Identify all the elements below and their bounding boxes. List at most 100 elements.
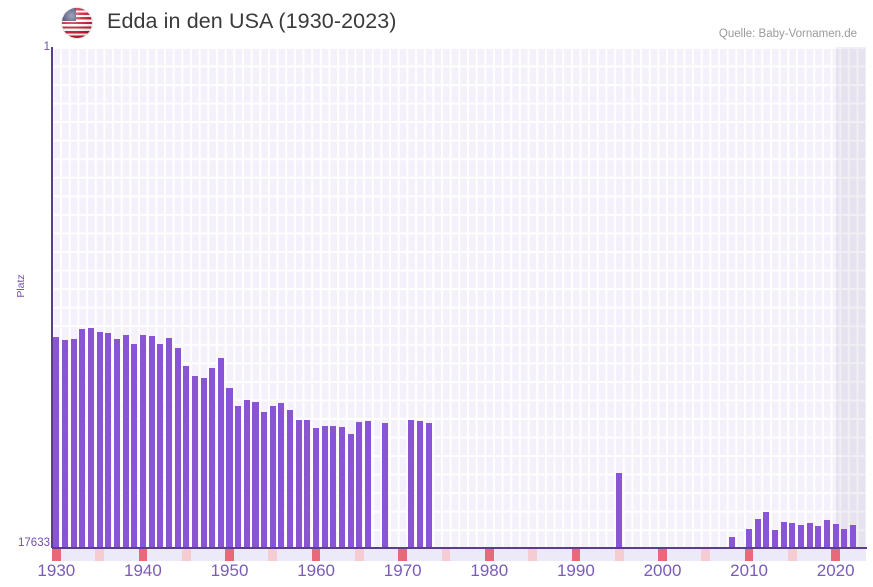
bar-1941[interactable] — [148, 336, 155, 548]
x-tick-1982 — [502, 549, 511, 561]
bar-1952[interactable] — [243, 400, 250, 548]
x-tick-1974 — [433, 549, 442, 561]
x-tick-2006 — [710, 549, 719, 561]
x-tick-1961 — [320, 549, 330, 561]
x-tick-1967 — [372, 549, 382, 561]
x-tick-1963 — [337, 549, 347, 561]
bar-1962[interactable] — [330, 425, 337, 548]
x-tick-1987 — [545, 549, 555, 561]
bar-1932[interactable] — [70, 338, 77, 548]
bar-2020[interactable] — [832, 524, 839, 548]
bar-1957[interactable] — [287, 410, 294, 548]
bar-1947[interactable] — [200, 377, 207, 548]
x-axis-label-1950: 1950 — [210, 561, 249, 580]
x-tick-2013 — [770, 549, 780, 561]
bar-1950[interactable] — [226, 388, 233, 548]
bar-1959[interactable] — [304, 419, 311, 548]
bar-1954[interactable] — [261, 412, 268, 548]
bar-2012[interactable] — [763, 512, 770, 548]
x-tick-1984 — [519, 549, 529, 561]
bar-1961[interactable] — [321, 425, 328, 548]
bar-1956[interactable] — [278, 403, 285, 548]
bar-1935[interactable] — [96, 332, 103, 548]
x-axis-label-1930: 1930 — [37, 561, 76, 580]
y-axis-title: Platz — [15, 274, 27, 298]
bar-1955[interactable] — [269, 405, 276, 548]
y-axis-line — [51, 47, 53, 548]
x-tick-2005 — [701, 549, 711, 561]
bar-1972[interactable] — [417, 420, 424, 548]
bar-2021[interactable] — [841, 528, 848, 548]
x-tick-1969 — [389, 549, 399, 561]
x-tick-2000 — [658, 549, 667, 561]
x-tick-1950 — [225, 549, 234, 561]
x-tick-1997 — [632, 549, 641, 561]
bar-1951[interactable] — [235, 405, 242, 548]
bar-2015[interactable] — [789, 523, 796, 548]
x-tick-1941 — [147, 549, 156, 561]
bar-1936[interactable] — [105, 333, 112, 548]
bar-1949[interactable] — [217, 358, 224, 548]
x-tick-1959 — [303, 549, 312, 561]
bar-1943[interactable] — [165, 337, 172, 548]
bar-1958[interactable] — [295, 420, 302, 548]
bar-1939[interactable] — [131, 343, 138, 548]
bar-2011[interactable] — [754, 518, 761, 548]
x-tick-2014 — [779, 549, 789, 561]
bar-1931[interactable] — [61, 340, 68, 548]
bar-1964[interactable] — [347, 433, 354, 548]
flag-gloss — [62, 8, 92, 38]
bar-1995[interactable] — [616, 472, 623, 548]
bar-2017[interactable] — [806, 522, 813, 548]
x-tick-1951 — [233, 549, 243, 561]
x-tick-1993 — [597, 549, 607, 561]
x-tick-1952 — [242, 549, 252, 561]
x-tick-2017 — [805, 549, 815, 561]
x-tick-2015 — [788, 549, 797, 561]
bar-1938[interactable] — [122, 334, 129, 548]
bar-2008[interactable] — [728, 536, 735, 548]
bar-1944[interactable] — [174, 347, 181, 548]
bar-1973[interactable] — [425, 423, 432, 548]
x-tick-1980 — [484, 549, 494, 561]
x-tick-1998 — [640, 549, 650, 561]
x-tick-1940 — [138, 549, 148, 561]
bar-1963[interactable] — [339, 427, 346, 548]
bar-2019[interactable] — [824, 519, 831, 548]
bar-2014[interactable] — [780, 521, 787, 548]
bar-2010[interactable] — [746, 528, 753, 548]
bar-1968[interactable] — [382, 423, 389, 548]
bar-1966[interactable] — [365, 420, 372, 548]
x-tick-1930 — [52, 549, 61, 561]
x-tick-2009 — [736, 549, 745, 561]
bar-1946[interactable] — [191, 376, 198, 548]
bar-1937[interactable] — [113, 339, 120, 548]
bar-1934[interactable] — [87, 327, 94, 548]
x-tick-1945 — [181, 549, 191, 561]
bar-2013[interactable] — [772, 530, 779, 548]
bar-1953[interactable] — [252, 401, 259, 548]
x-tick-1966 — [363, 549, 373, 561]
bar-1930[interactable] — [53, 337, 60, 548]
bar-1948[interactable] — [209, 367, 216, 548]
bar-1965[interactable] — [356, 422, 363, 548]
x-axis-label-1960: 1960 — [297, 561, 336, 580]
x-tick-1949 — [216, 549, 226, 561]
x-tick-1931 — [60, 549, 70, 561]
bar-1960[interactable] — [313, 427, 320, 548]
bar-2022[interactable] — [849, 524, 857, 548]
bar-2018[interactable] — [815, 525, 822, 548]
x-axis-label-2000: 2000 — [643, 561, 682, 580]
bar-1942[interactable] — [157, 343, 164, 548]
x-tick-1965 — [355, 549, 364, 561]
x-tick-1991 — [580, 549, 589, 561]
bar-2016[interactable] — [798, 525, 805, 548]
x-axis-label-2020: 2020 — [816, 561, 855, 580]
x-tick-1938 — [121, 549, 130, 561]
bar-1945[interactable] — [183, 366, 190, 548]
x-tick-1962 — [329, 549, 338, 561]
bar-1933[interactable] — [79, 328, 86, 548]
bar-1940[interactable] — [139, 335, 146, 548]
x-tick-2007 — [718, 549, 728, 561]
bar-1971[interactable] — [408, 420, 415, 548]
